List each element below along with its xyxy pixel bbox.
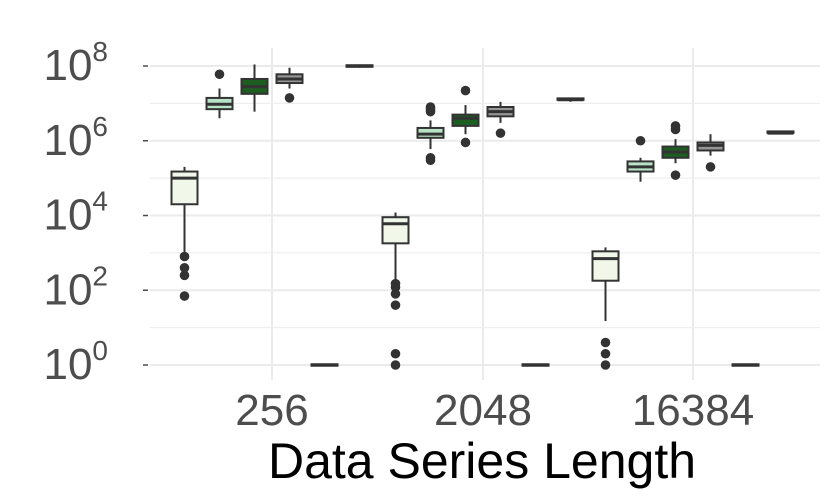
outlier-point [179, 251, 190, 262]
y-tick-label: 106 [43, 111, 108, 165]
box-body [591, 250, 620, 282]
outlier-point [179, 262, 190, 273]
box-2048-3 [451, 85, 480, 148]
outlier-point [670, 170, 681, 180]
outlier-point [214, 69, 225, 80]
box-16384-3 [661, 121, 690, 180]
box-body [170, 170, 199, 206]
box-256-6 [345, 64, 374, 68]
outlier-point [600, 360, 611, 370]
x-tick-label: 16384 [632, 386, 754, 435]
outlier-point [425, 152, 436, 163]
outlier-point [390, 348, 401, 359]
outlier-point [600, 337, 611, 348]
box-256-3 [240, 64, 269, 112]
box-16384-6 [766, 130, 795, 135]
outlier-point [390, 289, 401, 299]
y-tick-labels: 100 102 104 106 108 [43, 36, 108, 389]
outlier-point [390, 360, 401, 370]
outlier-point [495, 128, 506, 138]
box-2048-5 [521, 363, 550, 367]
outlier-point [670, 121, 681, 131]
box-256-1 [170, 166, 199, 301]
box-2048-6 [556, 97, 585, 102]
outlier-point [284, 93, 295, 103]
x-tick-label: 2048 [434, 386, 532, 435]
outlier-point [390, 278, 401, 289]
box-16384-5 [731, 363, 760, 367]
box-256-5 [310, 363, 339, 367]
outlier-point [705, 162, 716, 172]
box-16384-4 [696, 134, 725, 172]
outlier-point [425, 102, 436, 112]
x-axis-title: Data Series Length [268, 433, 696, 489]
box-256-4 [275, 67, 304, 103]
box-plots [170, 64, 795, 370]
box-2048-1 [381, 212, 410, 370]
y-tick-label: 104 [43, 186, 108, 240]
y-tick-label: 102 [43, 260, 108, 314]
y-tick-label: 100 [43, 335, 108, 389]
box-256-2 [205, 69, 234, 119]
outlier-point [635, 135, 646, 146]
grid-lines [150, 48, 820, 380]
x-tick-labels: 256 2048 16384 [235, 386, 754, 435]
box-body [451, 113, 480, 127]
x-tick-label: 256 [235, 386, 308, 435]
outlier-point [460, 137, 471, 148]
box-2048-2 [416, 102, 445, 166]
outlier-point [179, 270, 190, 281]
outlier-point [460, 85, 471, 96]
outlier-point [390, 300, 401, 310]
box-body [381, 216, 410, 245]
outlier-point [600, 348, 611, 359]
y-tick-label: 108 [43, 36, 108, 90]
box-2048-4 [486, 101, 515, 138]
axis-ticks [143, 65, 148, 366]
box-16384-1 [591, 247, 620, 370]
box-16384-2 [626, 135, 655, 182]
outlier-point [179, 291, 190, 301]
